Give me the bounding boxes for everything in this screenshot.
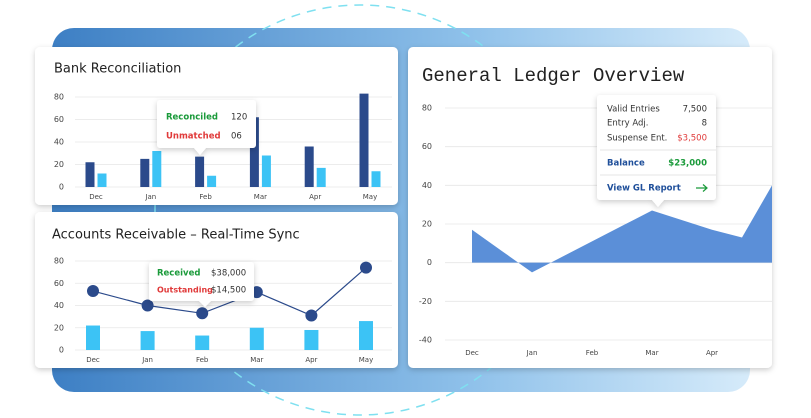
x-tick-label: Feb <box>199 193 212 201</box>
bar <box>85 162 95 187</box>
tooltip-label: Suspense Ent. <box>607 134 667 144</box>
bar <box>140 331 155 350</box>
y-tick-label: 60 <box>422 142 432 151</box>
tooltip-value: 8 <box>702 119 707 129</box>
tooltip-box <box>157 100 256 155</box>
card-title: Bank Reconciliation <box>54 62 181 77</box>
bar <box>207 175 217 187</box>
x-tick-label: Feb <box>586 349 599 357</box>
x-tick-label: Mar <box>254 193 267 201</box>
tooltip: Received $38,000 Outstanding $14,500 <box>149 262 254 307</box>
y-tick-label: 60 <box>54 115 64 124</box>
y-tick-label: -20 <box>419 297 432 306</box>
card <box>408 47 772 368</box>
bar <box>371 171 381 187</box>
tooltip-value: $38,000 <box>211 269 246 279</box>
x-tick-label: Mar <box>250 356 263 364</box>
tooltip-value: 7,500 <box>683 105 707 115</box>
line <box>92 267 367 317</box>
tooltip-value: $3,500 <box>677 134 707 144</box>
bar <box>249 327 264 350</box>
bar <box>140 158 150 187</box>
y-tick-label: 80 <box>54 257 64 266</box>
card-title: General Ledger Overview <box>422 65 685 87</box>
x-tick-label: Jan <box>144 193 156 201</box>
y-tick-label: 40 <box>422 181 432 190</box>
y-tick-label: 20 <box>54 323 64 332</box>
balance-value: $23,000 <box>668 159 707 169</box>
tooltip-label: Received <box>157 269 200 279</box>
y-tick-label: 0 <box>59 346 64 355</box>
tooltip-box <box>149 262 254 307</box>
bar <box>304 146 314 187</box>
y-tick-label: 0 <box>427 258 432 267</box>
bar <box>304 329 319 350</box>
y-tick-label: 40 <box>54 138 64 147</box>
x-tick-label: Dec <box>86 356 100 364</box>
bar <box>359 321 373 350</box>
tooltip: Reconciled 120 Unmatched 06 <box>157 100 256 155</box>
tooltip-label: Entry Adj. <box>607 119 648 129</box>
area <box>472 185 772 273</box>
bar <box>316 167 326 187</box>
x-tick-label: Jan <box>526 349 538 357</box>
y-tick-label: 20 <box>422 220 432 229</box>
y-tick-label: 20 <box>54 160 64 169</box>
tooltip-label: Reconciled <box>166 113 218 123</box>
bar <box>86 325 100 350</box>
y-tick-label: 80 <box>54 93 64 102</box>
report-link[interactable]: View GL Report <box>607 184 681 194</box>
y-tick-label: 60 <box>54 279 64 288</box>
x-tick-label: Jan <box>141 356 153 364</box>
x-tick-label: Dec <box>465 349 479 357</box>
point <box>87 285 99 298</box>
arrow-icon <box>696 184 708 192</box>
tooltip-value: 06 <box>231 132 242 142</box>
tooltip-box <box>597 95 716 207</box>
tooltip: Valid Entries 7,500 Entry Adj. 8 Suspens… <box>597 95 716 207</box>
point <box>360 261 372 274</box>
tooltip-label: Valid Entries <box>607 105 660 115</box>
bar <box>195 335 210 350</box>
balance-label: Balance <box>607 159 645 169</box>
y-tick-label: 80 <box>422 104 432 113</box>
x-tick-label: May <box>359 356 373 364</box>
x-tick-label: Apr <box>305 356 317 364</box>
x-tick-label: Dec <box>89 193 103 201</box>
point <box>305 309 318 322</box>
point <box>141 299 154 312</box>
y-tick-label: -40 <box>419 336 432 345</box>
tooltip-label: Unmatched <box>166 132 221 142</box>
bar <box>152 151 162 187</box>
tooltip-value: 120 <box>231 113 247 123</box>
x-tick-label: Feb <box>196 356 209 364</box>
y-tick-label: 0 <box>59 183 64 192</box>
y-tick-label: 40 <box>54 301 64 310</box>
point <box>196 307 209 320</box>
x-tick-label: Apr <box>309 193 321 201</box>
bar <box>97 173 107 187</box>
tooltip-label: Outstanding <box>157 286 213 295</box>
x-tick-label: Apr <box>706 349 718 357</box>
bar <box>249 117 259 187</box>
x-tick-label: May <box>363 193 377 201</box>
bar <box>261 155 271 187</box>
bar <box>195 156 205 187</box>
card-title: Accounts Receivable – Real-Time Sync <box>52 228 300 243</box>
x-tick-label: Mar <box>645 349 658 357</box>
bar <box>359 93 369 187</box>
tooltip-value: $14,500 <box>211 286 246 296</box>
